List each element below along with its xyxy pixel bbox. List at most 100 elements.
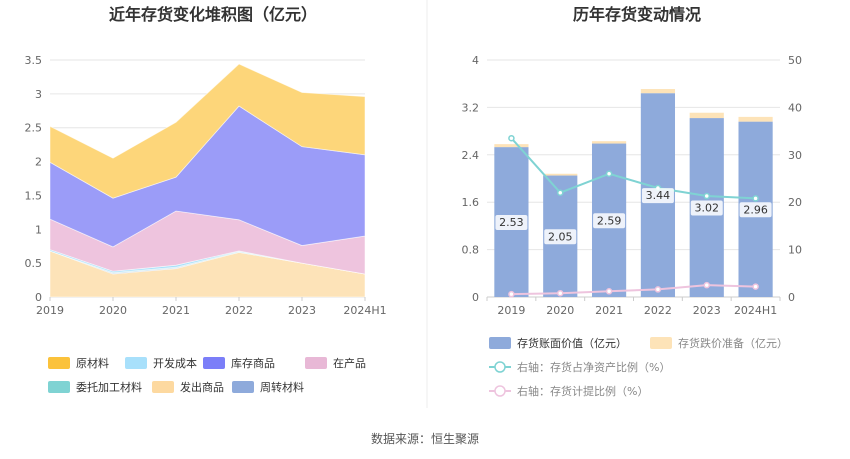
bar-impairment-reserve	[494, 144, 529, 148]
left-legend-swatch	[232, 381, 254, 393]
right-x-axis: 2019 2020 2021 2022 2023 2024H1	[486, 297, 781, 317]
right-grid	[487, 59, 780, 298]
right-data-labels: 2.53 2.05 2.59 3.44 3.02 2.96	[495, 188, 772, 245]
line-point	[605, 288, 613, 295]
left-legend-swatch	[152, 381, 174, 393]
left-x-tick-label: 2019	[36, 304, 64, 317]
right-legend-marker	[494, 385, 506, 397]
left-y-tick-label: 3.5	[25, 54, 43, 67]
left-y-tick-label: 1	[35, 223, 42, 236]
bar-label-bg	[593, 213, 626, 229]
bar-impairment-reserve	[738, 116, 773, 122]
right-y-tick-label: 3.2	[462, 101, 480, 114]
bar-label-bg	[739, 202, 772, 218]
line-point	[508, 290, 515, 298]
right-y2-tick-label: 40	[788, 101, 802, 114]
left-y-tick-label: 3	[35, 88, 42, 101]
left-legend-label: 在产品	[333, 356, 366, 370]
left-y-tick-label: 2	[35, 156, 42, 169]
right-y-axis-left: 0 0.8 1.6 2.4 3.2 4	[462, 54, 480, 304]
stacked-area-chart: 近年存货变化堆积图（亿元） 00.511.522.533.5 2019 2020 2…	[25, 5, 387, 394]
bar-impairment-reserve	[591, 141, 627, 144]
line-series-右轴：存货占净资产比例（%）	[510, 137, 756, 200]
area-series-原材料	[49, 63, 366, 199]
left-legend-swatch	[203, 357, 225, 369]
bar-impairment-reserve	[543, 173, 578, 176]
right-x-tick-label: 2019	[497, 304, 525, 317]
right-legend-label: 存货跌价准备（亿元）	[678, 336, 788, 350]
right-legend-swatch	[650, 337, 672, 349]
left-y-axis: 0 0.5 1 1.5 2 2.5 3 3.5	[25, 54, 43, 304]
right-y2-tick-label: 0	[788, 291, 795, 304]
right-y-tick-label: 2.4	[462, 149, 480, 162]
right-x-tick-label: 2021	[595, 304, 623, 317]
left-legend-swatch	[48, 357, 70, 369]
right-y2-tick-label: 10	[788, 244, 802, 257]
line-point	[557, 189, 564, 196]
left-legend-label: 原材料	[76, 356, 109, 370]
right-x-tick-label: 2023	[693, 304, 721, 317]
left-x-tick-label: 2020	[99, 304, 127, 317]
right-y2-tick-label: 30	[788, 149, 802, 162]
right-y-tick-label: 4	[472, 54, 479, 67]
line-point	[752, 283, 759, 290]
right-y2-tick-label: 20	[788, 196, 802, 209]
right-bars	[494, 89, 773, 298]
right-x-tick-label: 2024H1	[734, 304, 777, 317]
left-chart-title: 近年存货变化堆积图（亿元）	[109, 5, 317, 24]
right-legend-marker	[494, 361, 506, 373]
line-point	[752, 195, 759, 202]
left-legend-label: 开发成本	[153, 356, 197, 370]
line-point	[508, 134, 515, 142]
left-legend-label: 周转材料	[260, 380, 304, 394]
right-y-tick-label: 0	[472, 291, 479, 304]
left-y-tick-label: 2.5	[25, 122, 43, 135]
right-legend-label: 存货账面价值（亿元）	[517, 336, 627, 350]
line-point	[605, 170, 613, 178]
line-series-右轴：存货计提比例（%）	[511, 284, 756, 296]
left-legend-swatch	[125, 357, 147, 369]
right-y2-tick-label: 50	[788, 54, 802, 67]
bar-value-label: 2.96	[743, 203, 768, 216]
left-y-tick-label: 1.5	[25, 189, 43, 202]
left-y-tick-label: 0	[35, 291, 42, 304]
line-point	[557, 289, 564, 297]
bar-impairment-reserve	[640, 89, 676, 94]
line-point	[703, 281, 710, 289]
right-legend-label: 右轴：存货占净资产比例（%）	[517, 360, 670, 374]
bar-value-label: 3.44	[646, 189, 671, 202]
right-legend-label: 右轴：存货计提比例（%）	[517, 384, 648, 398]
data-source: 数据来源：恒生聚源	[371, 431, 479, 446]
bar-label-bg	[495, 215, 528, 231]
right-y-tick-label: 0.8	[462, 244, 480, 257]
bar-value-label: 2.05	[548, 230, 573, 243]
bar-value-label: 2.59	[597, 214, 622, 227]
right-y-axis-right: 0 10 20 30 40 50	[788, 54, 802, 304]
left-x-tick-label: 2023	[288, 304, 316, 317]
right-legend-swatch	[489, 337, 511, 349]
bar-value-label: 3.02	[695, 202, 720, 215]
left-areas	[49, 63, 366, 298]
right-x-tick-label: 2022	[644, 304, 672, 317]
left-x-tick-label: 2021	[162, 304, 190, 317]
bar-label-bg	[690, 200, 723, 216]
right-legend: 存货账面价值（亿元） 存货跌价准备（亿元） 右轴：存货占净资产比例（%） 右轴：存货计…	[489, 336, 788, 398]
bar-value-label: 2.53	[499, 216, 524, 229]
right-lines	[508, 134, 759, 298]
left-legend-swatch	[48, 381, 70, 393]
left-y-tick-label: 0.5	[25, 257, 43, 270]
left-x-axis: 2019 2020 2021 2022 2023 2024H1	[36, 297, 387, 317]
right-chart-title: 历年存货变动情况	[573, 5, 701, 24]
line-point	[703, 192, 710, 200]
bar-label-bg	[544, 229, 577, 245]
left-x-tick-label: 2022	[225, 304, 253, 317]
left-legend-label: 库存商品	[231, 356, 275, 370]
bar-line-combo-chart: 历年存货变动情况 2.53 2.05 2.59 3.44 3.02 2.96 0 0.8 1.…	[462, 5, 803, 398]
left-legend-swatch	[305, 357, 327, 369]
left-x-tick-label: 2024H1	[343, 304, 386, 317]
left-legend-label: 委托加工材料	[76, 380, 142, 394]
right-x-tick-label: 2020	[546, 304, 574, 317]
bar-label-bg	[641, 188, 674, 204]
